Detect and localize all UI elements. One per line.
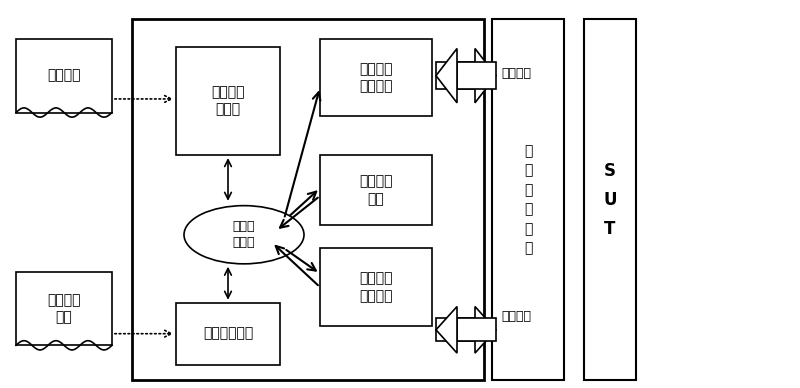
Text: 接
口
驱
动
模
块: 接 口 驱 动 模 块 <box>524 144 532 256</box>
Text: 测试数据
收集模块: 测试数据 收集模块 <box>359 62 393 93</box>
Text: 交联设备模型: 交联设备模型 <box>203 327 253 341</box>
Text: 测试管理
模块: 测试管理 模块 <box>359 175 393 206</box>
FancyBboxPatch shape <box>457 318 496 341</box>
FancyBboxPatch shape <box>16 39 112 113</box>
FancyBboxPatch shape <box>132 19 484 380</box>
FancyBboxPatch shape <box>176 303 280 365</box>
Text: 接口控制
文档: 接口控制 文档 <box>47 293 81 324</box>
Text: S
U
T: S U T <box>603 162 617 238</box>
FancyBboxPatch shape <box>436 62 475 89</box>
FancyBboxPatch shape <box>16 272 112 345</box>
Polygon shape <box>475 48 496 103</box>
Text: 测试激励: 测试激励 <box>501 310 531 323</box>
FancyBboxPatch shape <box>320 39 432 116</box>
Text: 任务调
度模块: 任务调 度模块 <box>233 220 255 249</box>
Polygon shape <box>436 307 457 353</box>
Polygon shape <box>475 307 496 353</box>
FancyBboxPatch shape <box>457 62 496 89</box>
Text: 测试面板
配置模块: 测试面板 配置模块 <box>359 272 393 303</box>
FancyBboxPatch shape <box>176 47 280 155</box>
FancyBboxPatch shape <box>584 19 636 380</box>
Text: 数据收集: 数据收集 <box>501 67 531 80</box>
FancyBboxPatch shape <box>436 318 475 341</box>
FancyBboxPatch shape <box>492 19 564 380</box>
Text: 测试用例: 测试用例 <box>47 69 81 83</box>
FancyBboxPatch shape <box>320 248 432 326</box>
FancyBboxPatch shape <box>320 155 432 225</box>
Polygon shape <box>436 48 457 103</box>
Text: 测试脚本
解释器: 测试脚本 解释器 <box>211 85 245 116</box>
